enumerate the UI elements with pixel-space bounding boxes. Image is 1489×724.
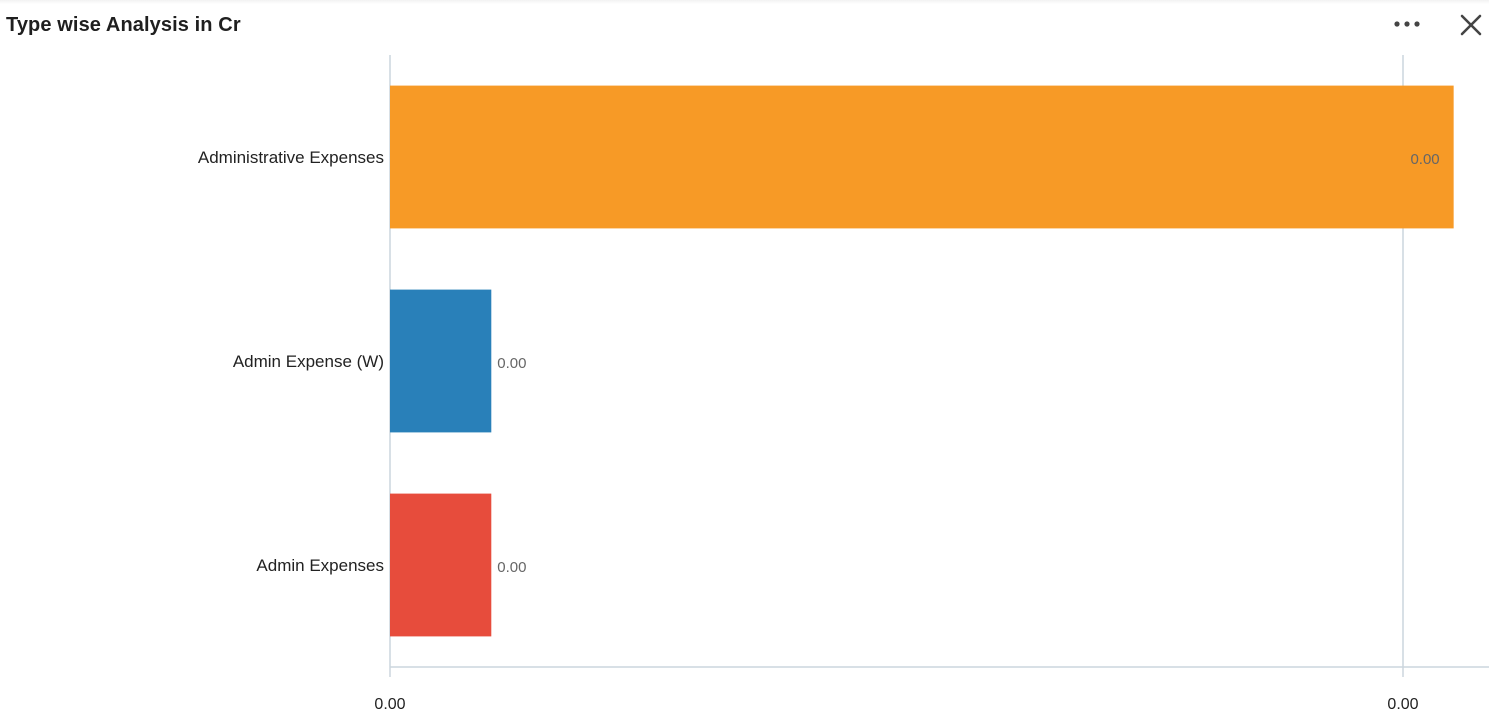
x-tick-label: 0.00	[374, 696, 405, 713]
panel-top-border	[0, 0, 1489, 4]
category-label: Admin Expense (W)	[233, 352, 384, 371]
bar	[390, 85, 1454, 229]
category-label: Administrative Expenses	[198, 148, 384, 167]
more-horizontal-icon	[1394, 21, 1420, 27]
bar	[390, 289, 492, 433]
data-label: 0.00	[497, 355, 526, 372]
bar	[390, 493, 492, 637]
more-options-button[interactable]	[1386, 10, 1428, 38]
x-tick-label: 0.00	[1387, 696, 1418, 713]
data-label: 0.00	[497, 559, 526, 576]
data-label: 0.00	[1410, 151, 1439, 168]
close-icon	[1460, 14, 1482, 36]
close-button[interactable]	[1455, 8, 1487, 40]
category-label: Admin Expenses	[256, 556, 384, 575]
panel-title: Type wise Analysis in Cr	[6, 14, 241, 36]
